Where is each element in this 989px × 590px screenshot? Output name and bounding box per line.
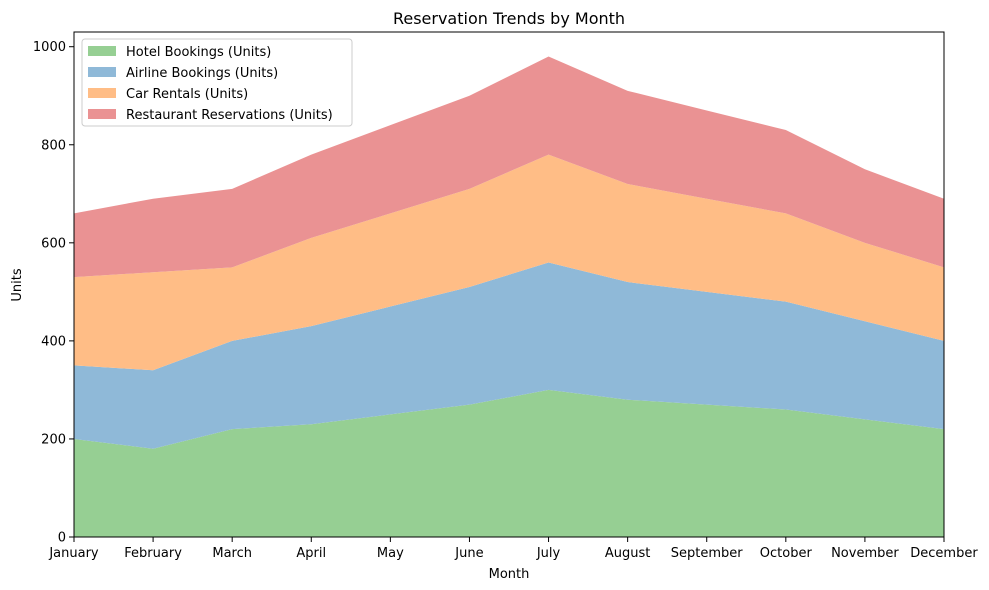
x-tick-label: November <box>831 546 899 561</box>
x-tick-label: March <box>212 546 252 561</box>
legend-swatch-hotel-bookings-units <box>88 46 116 56</box>
area-hotel-bookings-units <box>74 389 944 537</box>
legend-swatch-restaurant-reservations-units <box>88 109 116 119</box>
x-tick-label: June <box>454 546 483 561</box>
area-layers <box>74 56 944 537</box>
area-car-rentals-units <box>74 154 944 371</box>
area-restaurant-reservations-units <box>74 56 944 278</box>
x-axis-ticks: January February March April May June July Augu… <box>48 537 978 561</box>
x-tick-label: April <box>296 546 326 561</box>
x-tick-label: September <box>671 546 744 561</box>
x-tick-label: October <box>760 546 813 561</box>
area-airline-bookings-units <box>74 262 944 449</box>
legend-swatch-car-rentals-units <box>88 88 116 98</box>
y-tick-label: 0 <box>58 531 66 546</box>
legend-label-hotel-bookings-units: Hotel Bookings (Units) <box>126 45 271 60</box>
x-tick-label: January <box>48 546 99 561</box>
legend-label-car-rentals-units: Car Rentals (Units) <box>126 87 248 102</box>
legend-box <box>81 38 353 127</box>
y-tick-label: 400 <box>41 334 66 349</box>
x-axis-label: Month <box>489 567 530 582</box>
plot-frame <box>73 31 945 538</box>
x-tick-label: February <box>124 546 182 561</box>
y-axis-label: Units <box>10 268 25 301</box>
x-tick-label: July <box>536 546 561 561</box>
y-tick-label: 600 <box>41 236 66 251</box>
x-tick-label: August <box>605 546 651 561</box>
legend: Hotel Bookings (Units) Airline Bookings (… <box>81 38 353 127</box>
y-tick-label: 1000 <box>33 40 66 55</box>
legend-swatch-airline-bookings-units <box>88 67 116 77</box>
y-tick-label: 800 <box>41 138 66 153</box>
y-tick-label: 200 <box>41 432 66 447</box>
chart-title: Reservation Trends by Month <box>393 9 625 28</box>
x-tick-label: May <box>377 546 404 561</box>
legend-label-restaurant-reservations-units: Restaurant Reservations (Units) <box>126 108 333 123</box>
y-axis-ticks: 0 200 400 600 800 1000 <box>33 40 74 546</box>
x-tick-label: December <box>910 546 978 561</box>
legend-label-airline-bookings-units: Airline Bookings (Units) <box>126 66 278 81</box>
